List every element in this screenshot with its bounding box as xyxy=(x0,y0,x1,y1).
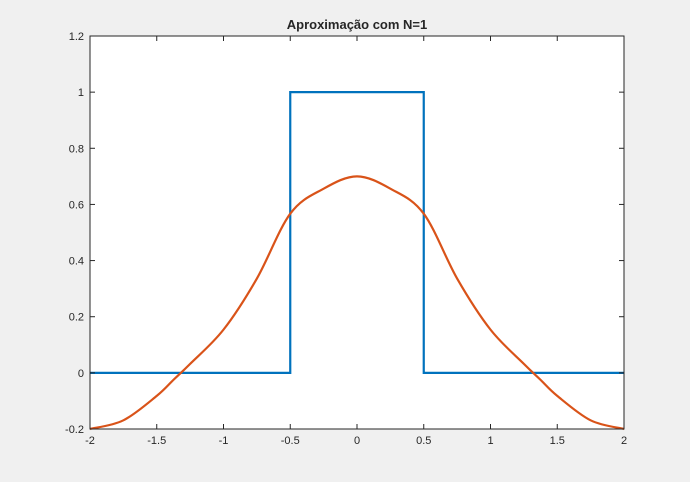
x-tick-label: -0.5 xyxy=(281,435,300,447)
series-line-1 xyxy=(90,91,624,374)
x-tick-label: -1 xyxy=(219,435,229,447)
plot-area xyxy=(90,36,624,429)
y-tick-label: 0.2 xyxy=(69,312,84,324)
x-tick-label: 0.5 xyxy=(416,435,431,447)
y-tick-label: 1.2 xyxy=(69,31,84,43)
y-tick-label: 0.6 xyxy=(69,199,84,211)
x-tick-label: 2 xyxy=(621,435,627,447)
x-tick-label: 1.5 xyxy=(550,435,565,447)
series-layer xyxy=(89,91,625,431)
y-tick-label: 0 xyxy=(78,368,84,380)
y-tick-label: 0.8 xyxy=(69,143,84,155)
y-tick-label: 1 xyxy=(78,87,84,99)
chart-title: Aproximação com N=1 xyxy=(287,17,428,32)
x-tick-label: -2 xyxy=(85,435,95,447)
x-tick-label: 1 xyxy=(487,435,493,447)
y-tick-label: -0.2 xyxy=(65,424,84,436)
series-line-2 xyxy=(89,175,625,431)
x-tick-label: -1.5 xyxy=(147,435,166,447)
y-tick-label: 0.4 xyxy=(69,256,84,268)
x-tick-label: 0 xyxy=(354,435,360,447)
tick-layer: -2 -1.5 -1 -0.5 0 0.5 1 1.5 2 -0.2 0 0.2 0.4 0.6 0.8 1 1… xyxy=(65,31,627,447)
